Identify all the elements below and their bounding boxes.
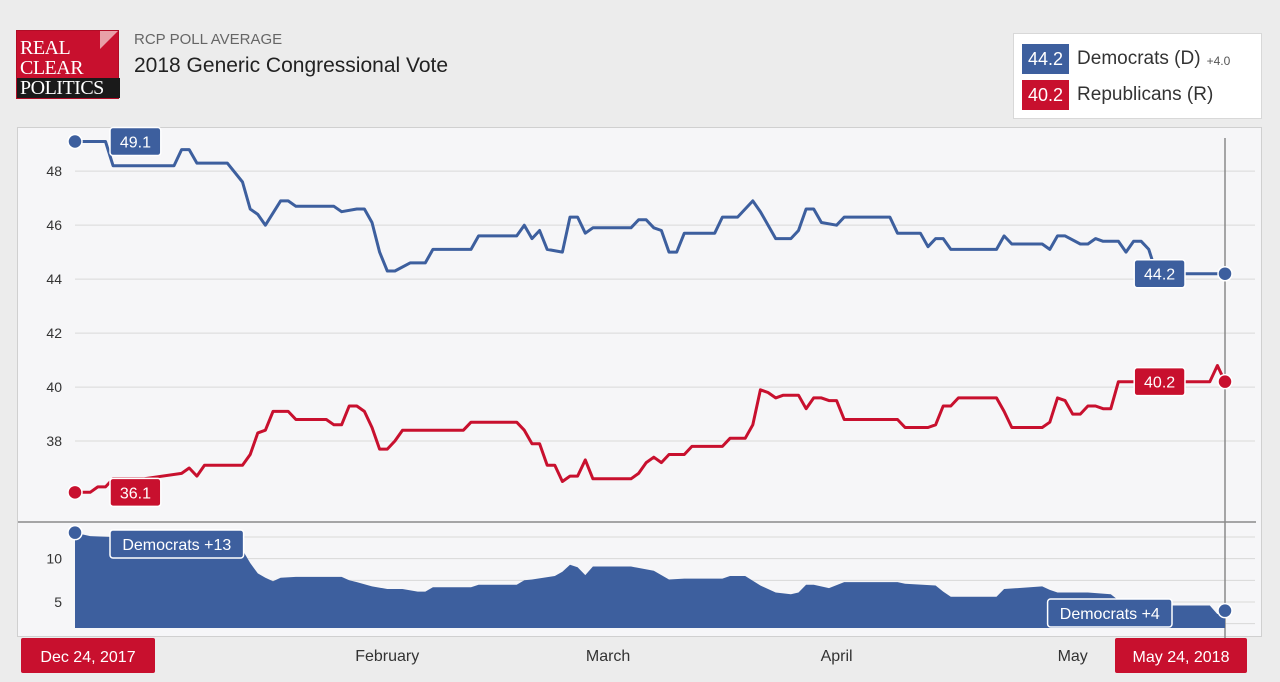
legend-item-democrats[interactable]: 44.2 Democrats (D) +4.0 [1022, 44, 1230, 74]
spread-y-tick-label: 5 [54, 594, 62, 610]
data-label-rep-start-bg [109, 477, 162, 508]
logo-line-real: REAL [20, 37, 71, 59]
x-start-date-label-text: Dec 24, 2017 [40, 649, 135, 666]
legend-value-democrats: 44.2 [1022, 44, 1070, 74]
spread-label-start: Democrats +13 [109, 529, 245, 559]
x-end-date-label-bg [1115, 638, 1247, 673]
series-line-democrats [75, 140, 1225, 276]
data-label-dem-end-bg [1133, 258, 1186, 289]
x-tick-label: February [355, 648, 419, 665]
spread-start-marker [67, 524, 83, 541]
y-tick-label: 46 [46, 217, 62, 233]
data-label-rep-end-bg [1133, 366, 1186, 397]
data-label-rep-start: 36.1 [109, 477, 162, 508]
y-tick-label: 44 [46, 271, 62, 287]
logo-line-politics: POLITICS [17, 78, 120, 98]
data-label-rep-end-text: 40.2 [1144, 375, 1175, 392]
x-start-date-label-bg [21, 638, 155, 673]
data-label-rep-start-text: 36.1 [120, 485, 151, 502]
spread-area [75, 532, 1225, 628]
y-tick-label: 38 [46, 433, 62, 449]
rcp-logo: REAL CLEAR POLITICS [16, 30, 120, 99]
spread-label-start-bg [109, 529, 245, 559]
x-tick-label: March [586, 648, 630, 665]
y-tick-label: 40 [46, 379, 62, 395]
x-end-date-label: May 24, 2018 [1115, 638, 1247, 673]
spread-label-start-text: Democrats +13 [122, 537, 231, 554]
data-label-dem-end-text: 44.2 [1144, 267, 1175, 284]
legend-change-democrats: +4.0 [1206, 54, 1231, 68]
data-label-dem-start-text: 49.1 [120, 134, 151, 151]
series-line-republicans [75, 364, 1227, 494]
legend: 44.2 Democrats (D) +4.0 40.2 Republicans… [1013, 33, 1262, 119]
data-label-dem-start: 49.1 [109, 126, 162, 157]
legend-name-republicans: Republicans (R) [1077, 84, 1214, 105]
legend-name-democrats: Democrats (D) [1077, 48, 1201, 69]
x-start-date-label: Dec 24, 2017 [21, 638, 155, 673]
y-tick-label: 42 [46, 325, 62, 341]
spread-end-marker [1217, 602, 1233, 619]
data-label-rep-end: 40.2 [1133, 366, 1186, 397]
data-label-dem-start-bg [109, 126, 162, 157]
x-tick-label: May [1058, 648, 1088, 665]
end-marker [1217, 265, 1233, 282]
data-label-dem-end: 44.2 [1133, 258, 1186, 289]
spread-label-end: Democrats +4 [1046, 598, 1173, 628]
start-marker [67, 133, 83, 150]
legend-value-republicans: 40.2 [1022, 80, 1070, 110]
chart-subtitle: RCP POLL AVERAGE [134, 31, 283, 48]
logo-line-clear: CLEAR [20, 57, 84, 79]
x-tick-label: April [821, 648, 853, 665]
start-marker [67, 484, 83, 501]
x-end-date-label-text: May 24, 2018 [1133, 649, 1230, 666]
chart-title: 2018 Generic Congressional Vote [134, 54, 449, 77]
y-tick-label: 48 [46, 163, 62, 179]
end-marker [1217, 373, 1233, 390]
spread-label-end-text: Democrats +4 [1060, 606, 1160, 623]
spread-label-end-bg [1046, 598, 1173, 628]
spread-y-tick-label: 10 [46, 551, 62, 567]
legend-item-republicans[interactable]: 40.2 Republicans (R) [1022, 80, 1213, 110]
